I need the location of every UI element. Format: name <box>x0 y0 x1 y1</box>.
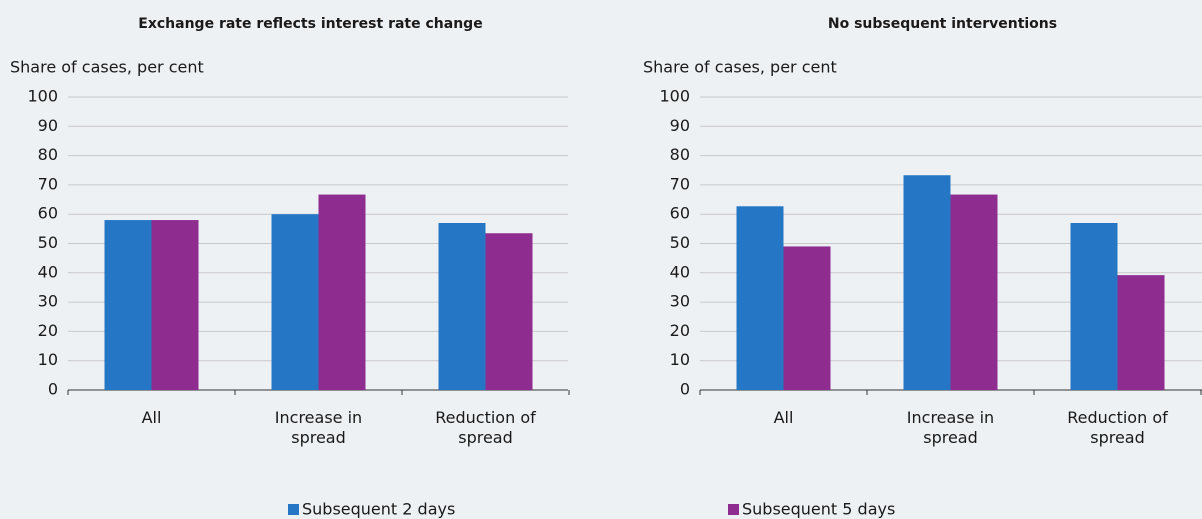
chart-title: No subsequent interventions <box>828 16 1057 32</box>
y-tick-label: 70 <box>38 174 58 193</box>
y-tick-label: 70 <box>670 174 690 193</box>
x-tick-label: All <box>773 408 794 427</box>
legend-label: Subsequent 2 days <box>302 500 455 519</box>
bar <box>903 175 951 390</box>
bar <box>438 222 486 390</box>
bar <box>485 233 533 390</box>
y-tick-label: 50 <box>670 233 690 252</box>
y-tick-label: 20 <box>670 321 690 340</box>
y-tick-label: 100 <box>27 87 58 106</box>
y-tick-label: 100 <box>659 87 690 106</box>
y-tick-label: 30 <box>670 292 690 311</box>
chart-title: Exchange rate reflects interest rate cha… <box>138 16 482 32</box>
bar <box>318 194 366 390</box>
y-tick-label: 0 <box>48 380 58 399</box>
y-tick-label: 30 <box>38 292 58 311</box>
legend-swatch <box>728 504 739 515</box>
y-tick-label: 60 <box>38 204 58 223</box>
y-tick-label: 80 <box>38 145 58 164</box>
y-axis-label: Share of cases, per cent <box>10 58 204 77</box>
y-tick-label: 20 <box>38 321 58 340</box>
bar <box>950 194 998 390</box>
x-tick-label: All <box>141 408 162 427</box>
bar <box>1117 275 1165 390</box>
y-tick-label: 60 <box>670 204 690 223</box>
y-axis-label: Share of cases, per cent <box>643 58 837 77</box>
bar <box>783 246 831 390</box>
bar <box>1070 222 1118 390</box>
bar <box>736 206 784 390</box>
y-tick-label: 90 <box>670 116 690 135</box>
x-tick-label: Increase in spread <box>906 408 995 447</box>
bar <box>271 214 319 390</box>
bar <box>104 220 152 390</box>
legend-label: Subsequent 5 days <box>742 500 895 519</box>
x-tick-label: Reduction of spread <box>435 408 536 447</box>
y-tick-label: 90 <box>38 116 58 135</box>
bar <box>151 220 199 390</box>
y-tick-label: 10 <box>670 350 690 369</box>
y-tick-label: 0 <box>680 380 690 399</box>
y-tick-label: 40 <box>670 262 690 281</box>
y-tick-label: 80 <box>670 145 690 164</box>
legend-swatch <box>288 504 299 515</box>
y-tick-label: 40 <box>38 262 58 281</box>
x-tick-label: Increase in spread <box>274 408 363 447</box>
x-tick-label: Reduction of spread <box>1067 408 1168 447</box>
y-tick-label: 50 <box>38 233 58 252</box>
y-tick-label: 10 <box>38 350 58 369</box>
